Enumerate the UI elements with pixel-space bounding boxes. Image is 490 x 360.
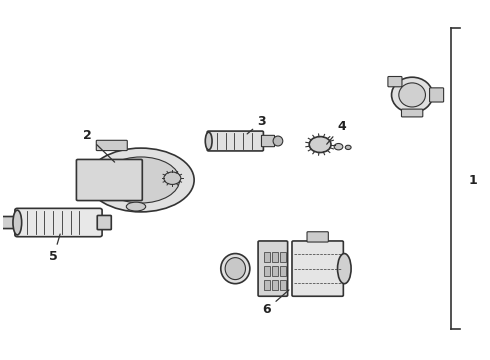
FancyBboxPatch shape <box>307 232 328 242</box>
FancyBboxPatch shape <box>0 216 21 229</box>
Bar <box>265 280 270 290</box>
Ellipse shape <box>88 148 194 212</box>
Ellipse shape <box>126 202 146 211</box>
Text: 3: 3 <box>247 115 266 134</box>
FancyBboxPatch shape <box>430 88 443 102</box>
Bar <box>280 252 286 261</box>
Bar <box>265 252 270 261</box>
Ellipse shape <box>205 132 212 150</box>
FancyBboxPatch shape <box>292 241 343 296</box>
Bar <box>280 266 286 276</box>
Text: 2: 2 <box>83 129 115 162</box>
Ellipse shape <box>392 77 433 113</box>
Text: 4: 4 <box>327 120 346 144</box>
Ellipse shape <box>399 83 425 107</box>
FancyBboxPatch shape <box>401 109 423 117</box>
Ellipse shape <box>13 210 22 235</box>
Ellipse shape <box>345 145 351 149</box>
Text: 5: 5 <box>49 234 60 263</box>
FancyBboxPatch shape <box>258 241 288 296</box>
Ellipse shape <box>338 253 351 284</box>
Ellipse shape <box>221 253 250 284</box>
Ellipse shape <box>309 136 331 153</box>
Text: 6: 6 <box>263 290 289 316</box>
Ellipse shape <box>102 157 180 203</box>
FancyBboxPatch shape <box>76 159 142 201</box>
FancyBboxPatch shape <box>15 208 102 237</box>
FancyBboxPatch shape <box>96 140 127 150</box>
Bar <box>265 266 270 276</box>
FancyBboxPatch shape <box>97 215 111 230</box>
Bar <box>272 252 278 261</box>
Bar <box>280 280 286 290</box>
FancyBboxPatch shape <box>262 135 274 147</box>
Bar <box>272 266 278 276</box>
Ellipse shape <box>273 136 283 146</box>
FancyBboxPatch shape <box>207 131 264 151</box>
Ellipse shape <box>225 258 245 280</box>
Text: 1: 1 <box>468 174 477 186</box>
Ellipse shape <box>164 172 181 184</box>
Bar <box>272 280 278 290</box>
Ellipse shape <box>334 144 343 150</box>
FancyBboxPatch shape <box>388 77 402 87</box>
